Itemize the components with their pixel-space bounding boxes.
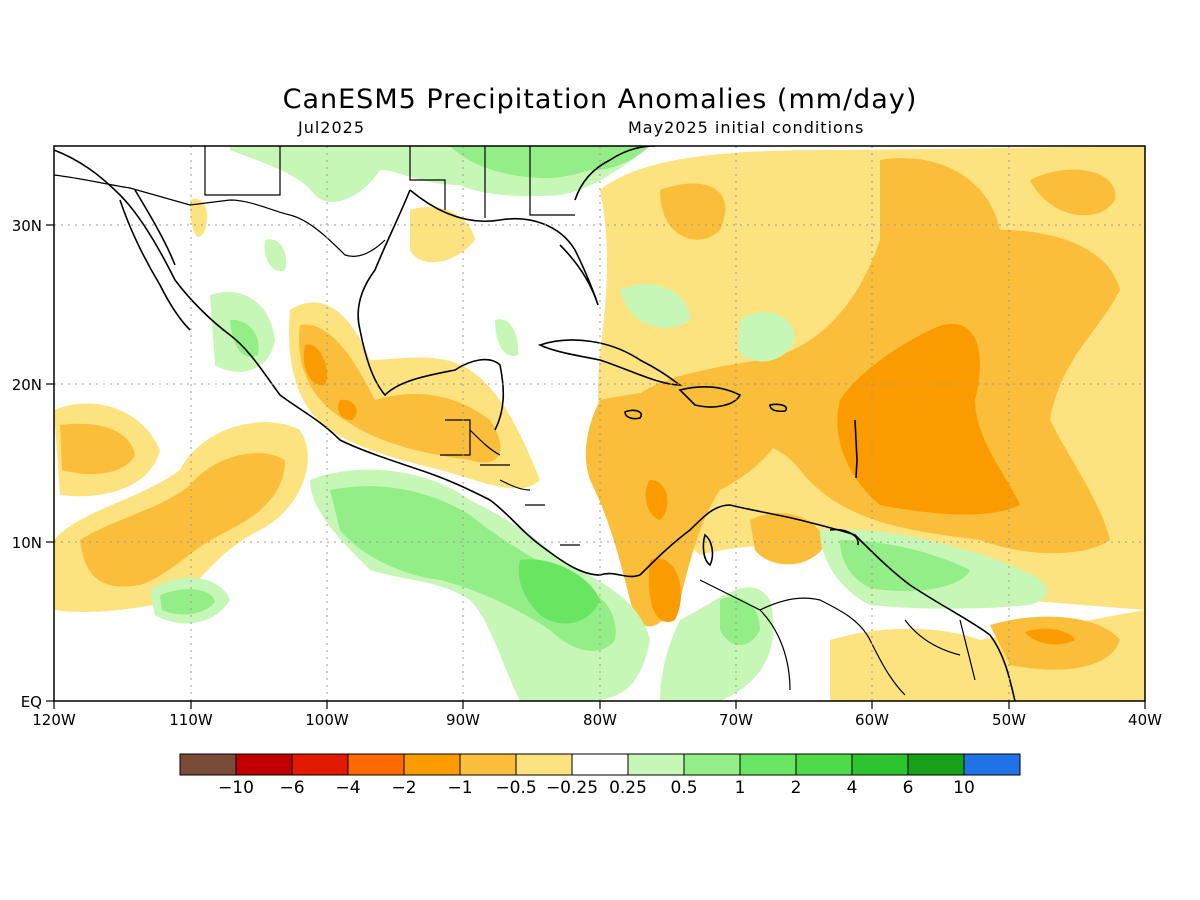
colorbar-label: 0.25 — [609, 778, 647, 798]
us-mexico-border — [54, 174, 386, 257]
lon-label-110w: 110W — [169, 711, 213, 729]
anomaly-region-baja-spot — [190, 198, 208, 237]
colorbar-label: 10 — [953, 778, 975, 798]
colorbar-label: −10 — [218, 778, 254, 798]
anomaly-region-atlantic-mid2 — [620, 158, 1120, 554]
colorbar-label: −2 — [391, 778, 416, 798]
anomaly-region-atlantic-strong — [837, 323, 1020, 515]
colorbar-swatch — [907, 753, 965, 776]
borders — [54, 146, 976, 696]
colorbar-swatch — [571, 753, 629, 776]
baja-coast — [119, 189, 191, 331]
colorbar-label: −1 — [447, 778, 472, 798]
anomaly-region-green-atlantic — [738, 312, 795, 362]
gridlines — [54, 146, 1145, 701]
coastlines — [54, 146, 1016, 701]
colorbar: −10 −6 −4 −2 −1 −0.5 −0.25 0.25 0.5 1 2 4 6 10 — [179, 753, 1021, 798]
anomaly-region-sa-east-strong — [1025, 628, 1075, 645]
lon-axis-labels: 120W 110W 100W 90W 80W 70W 60W 50W 40W — [32, 711, 1162, 729]
us-east-coast — [574, 146, 656, 201]
puerto-rico — [769, 403, 788, 413]
anomaly-region-green-mex-west-mid — [230, 319, 259, 357]
colorbar-swatch — [683, 753, 741, 776]
lon-label-60w: 60W — [855, 711, 889, 729]
anomaly-region-green-pacific-spot-mid — [160, 589, 215, 615]
initial-conditions: May2025 initial conditions — [628, 118, 865, 137]
lat-label-30n: 30N — [12, 217, 42, 235]
anomaly-region-green-florida — [560, 146, 650, 171]
lat-axis-labels: EQ 10N 20N 30N — [12, 217, 42, 711]
lon-label-70w: 70W — [719, 711, 753, 729]
colorbar-swatch — [515, 753, 573, 776]
lake-maracaibo — [702, 533, 714, 567]
colorbar-label: 4 — [847, 778, 858, 798]
lesser-antilles — [854, 419, 858, 479]
colorbar-swatch — [795, 753, 853, 776]
anomaly-region-green-gulf — [264, 239, 287, 272]
lat-label-10n: 10N — [12, 534, 42, 552]
south-america-borders — [699, 579, 976, 696]
hispaniola — [678, 385, 742, 408]
colorbar-swatch — [179, 753, 237, 776]
lon-label-90w: 90W — [446, 711, 480, 729]
us-gulf-coast — [409, 189, 599, 306]
colorbar-swatch — [459, 753, 517, 776]
colorbar-swatch — [291, 753, 349, 776]
valid-month: Jul2025 — [298, 118, 366, 137]
anomaly-region-gulf-spot — [410, 206, 475, 263]
anomaly-fields — [54, 146, 1145, 701]
axis-ticks — [46, 224, 1146, 709]
colorbar-label: 2 — [791, 778, 802, 798]
colorbar-swatch — [235, 753, 293, 776]
anomaly-region-mexico-strong — [303, 344, 357, 420]
chart-title: CanESM5 Precipitation Anomalies (mm/day) — [282, 84, 918, 115]
anomaly-region-green-bahamas — [620, 284, 690, 328]
anomaly-region-atlantic-mid — [660, 183, 726, 240]
colorbar-label: 0.5 — [670, 778, 697, 798]
colorbar-label: −6 — [279, 778, 304, 798]
colorbar-swatch — [739, 753, 797, 776]
central-america-borders — [440, 419, 580, 546]
lat-label-eq: EQ — [21, 693, 42, 711]
anomaly-region-caribbean-strong — [645, 480, 681, 622]
lon-label-40w: 40W — [1128, 711, 1162, 729]
colorbar-swatch — [851, 753, 909, 776]
colorbar-label: −0.5 — [495, 778, 536, 798]
anomaly-region-venezuela — [750, 513, 825, 565]
lon-label-50w: 50W — [992, 711, 1026, 729]
anomaly-region-atlantic-green-top — [1030, 169, 1116, 216]
colorbar-swatch — [963, 753, 1021, 776]
anomaly-region-green-panama — [518, 559, 600, 624]
colorbar-swatch — [347, 753, 405, 776]
anomaly-region-pacific-band-mid — [80, 453, 285, 587]
north-america-coast — [54, 149, 641, 578]
colorbar-label: 1 — [735, 778, 746, 798]
gulf-coast — [357, 189, 505, 431]
lat-label-20n: 20N — [12, 376, 42, 394]
jamaica — [624, 409, 643, 420]
lon-label-80w: 80W — [583, 711, 617, 729]
lon-label-100w: 100W — [305, 711, 349, 729]
us-state-lines — [204, 146, 575, 218]
colorbar-label: −4 — [335, 778, 360, 798]
anomaly-region-green-yucatan — [495, 319, 519, 356]
colorbar-swatch — [627, 753, 685, 776]
colorbar-swatch — [403, 753, 461, 776]
colorbar-label: −0.25 — [546, 778, 598, 798]
anomaly-region-caribbean — [585, 388, 786, 627]
anomaly-region-pacific-west-mid — [60, 423, 135, 475]
colorbar-label: 6 — [903, 778, 914, 798]
anomaly-region-green-colombia-mid — [720, 596, 760, 645]
anomaly-region-mexico-mid — [299, 324, 501, 463]
orinoco-delta — [829, 528, 859, 546]
lon-label-120w: 120W — [32, 711, 76, 729]
